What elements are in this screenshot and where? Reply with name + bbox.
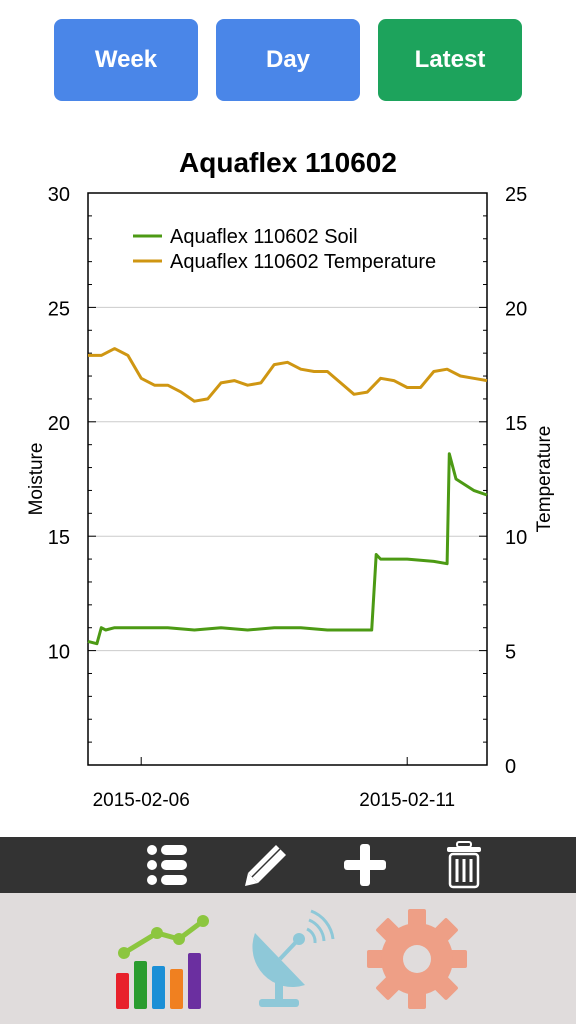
y-tick-label: 25 (48, 298, 70, 320)
y-axis-label: Moisture (26, 443, 47, 516)
y2-tick-label: 0 (505, 756, 516, 778)
toolbar (0, 837, 576, 893)
y-tick-label: 20 (48, 413, 70, 435)
soil-series-line (87, 452, 488, 646)
series-lines (87, 347, 488, 646)
y2-axis: 0 5 10 15 20 25 (479, 184, 527, 778)
legend-label-soil: Aquaflex 110602 Soil (170, 226, 358, 248)
plus-icon[interactable] (337, 837, 393, 893)
x-tick-label: 2015-02-06 (93, 790, 190, 811)
y-tick-label: 10 (48, 642, 70, 664)
gear-icon[interactable] (362, 903, 472, 1015)
y2-tick-label: 15 (505, 413, 527, 435)
week-button[interactable]: Week (54, 19, 198, 101)
y2-axis-label: Temperature (534, 426, 555, 533)
trash-icon[interactable] (436, 837, 492, 893)
latest-button[interactable]: Latest (378, 19, 522, 101)
legend: Aquaflex 110602 Soil Aquaflex 110602 Tem… (133, 226, 436, 273)
grid-lines (88, 306, 487, 652)
day-button[interactable]: Day (216, 19, 360, 101)
y2-tick-label: 20 (505, 298, 527, 320)
plot-frame (87, 192, 488, 766)
y2-tick-label: 25 (505, 184, 527, 206)
temperature-series-line (88, 347, 488, 403)
bar-chart-icon[interactable] (107, 903, 217, 1015)
y-tick-label: 30 (48, 184, 70, 206)
chart: Aquaflex 110602 10 15 20 25 30 0 5 10 15 20 25 20… (26, 147, 555, 811)
tab-bar (0, 893, 576, 1024)
y-axis: 10 15 20 25 30 (48, 184, 96, 766)
satellite-dish-icon[interactable] (245, 903, 355, 1015)
legend-label-temperature: Aquaflex 110602 Temperature (170, 251, 436, 273)
y-tick-label: 15 (48, 527, 70, 549)
x-axis: 2015-02-06 2015-02-11 (93, 757, 455, 811)
y2-tick-label: 10 (505, 527, 527, 549)
x-tick-label: 2015-02-11 (359, 790, 455, 811)
pencil-icon[interactable] (238, 837, 294, 893)
list-icon[interactable] (138, 837, 194, 893)
y2-tick-label: 5 (505, 642, 516, 664)
chart-title: Aquaflex 110602 (179, 147, 397, 178)
